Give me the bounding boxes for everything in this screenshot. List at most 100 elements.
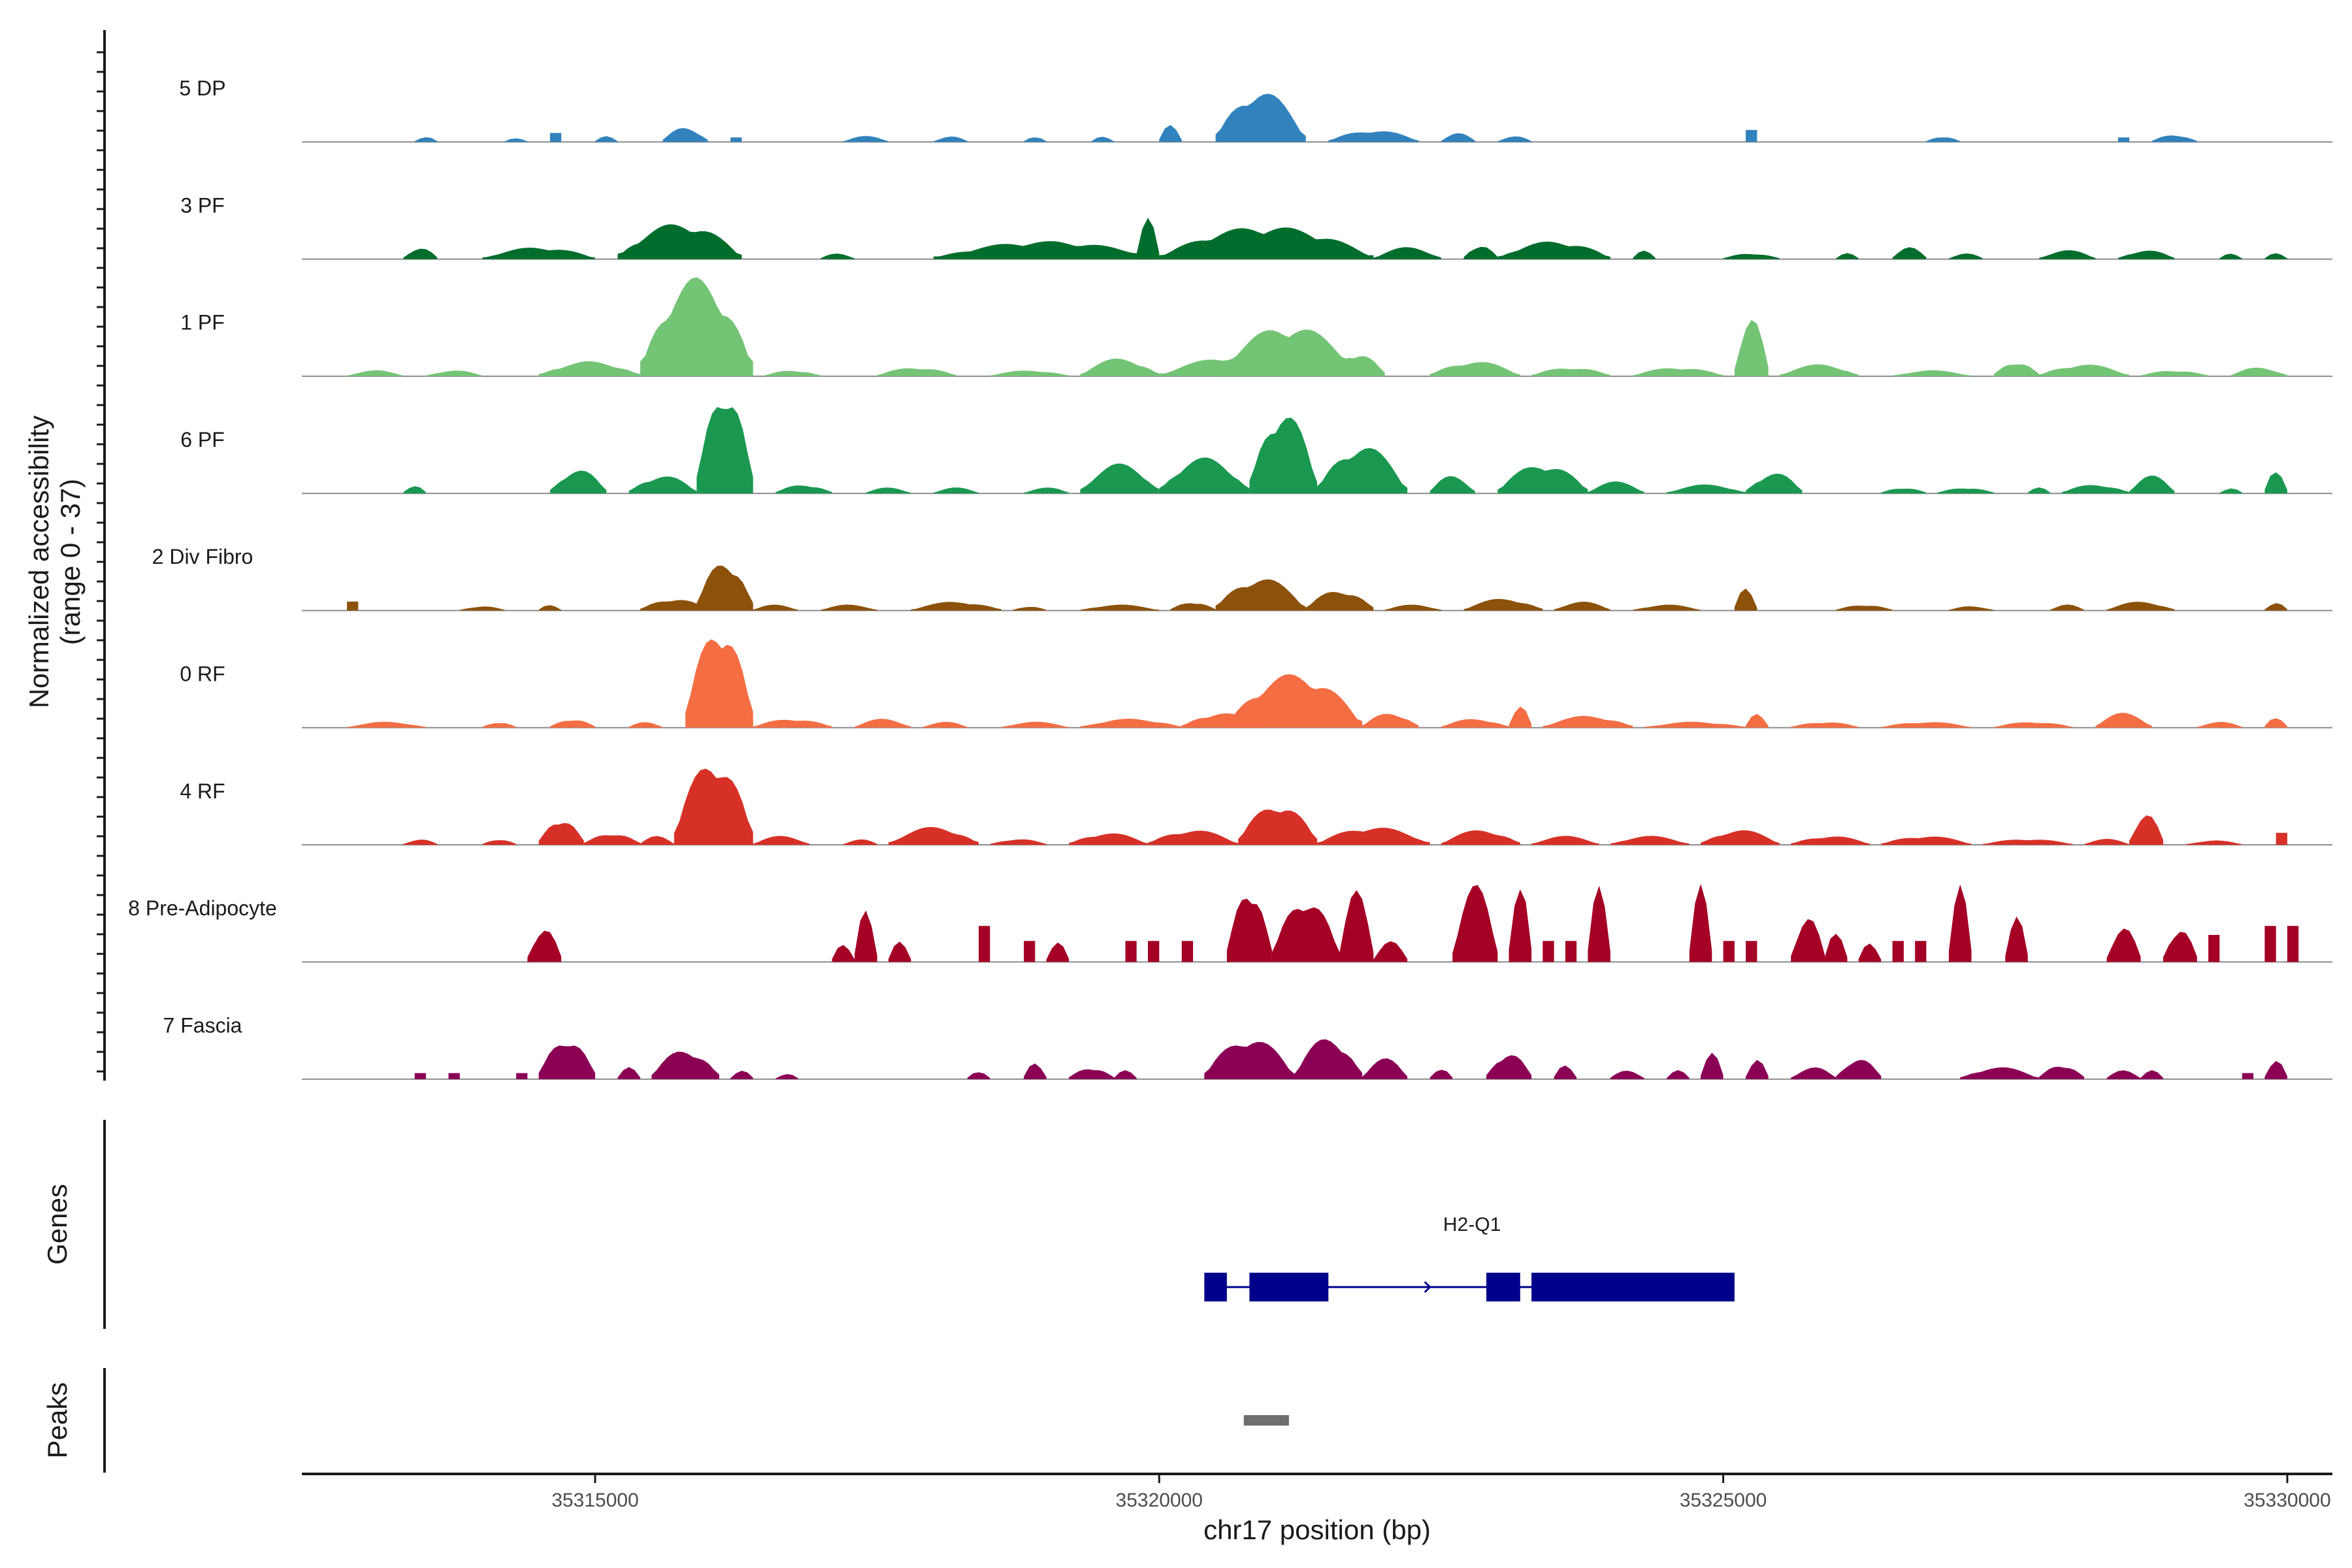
- coverage-peak: [730, 137, 742, 142]
- coverage-peak: [1317, 448, 1408, 494]
- coverage-peak: [2117, 137, 2130, 142]
- coverage-peak: [1159, 125, 1182, 142]
- coverage-peak: [1046, 942, 1070, 962]
- peaks-panel-title: Peaks: [42, 1382, 73, 1459]
- coverage-peak: [2039, 250, 2096, 259]
- coverage-peak: [685, 639, 753, 728]
- coverage-peak: [1463, 246, 1498, 259]
- coverage-peak: [1948, 253, 1983, 259]
- coverage-peak: [1463, 598, 1543, 611]
- coverage-peak: [1317, 827, 1430, 845]
- coverage-peak: [2039, 365, 2130, 376]
- coverage-y-ticks: [97, 51, 105, 1073]
- coverage-peak: [1024, 1063, 1047, 1079]
- coverage-peak: [640, 277, 753, 376]
- track-3-pf: 3 PF: [180, 193, 2332, 260]
- coverage-peak: [1531, 836, 1599, 845]
- coverage-peak: [1441, 719, 1509, 728]
- coverage-peak: [1080, 719, 1182, 728]
- coverage-peak: [1226, 674, 1363, 728]
- coverage-peak: [1746, 941, 1757, 962]
- coverage-peak: [1701, 1053, 1723, 1079]
- coverage-peak: [629, 722, 663, 728]
- coverage-peak: [1881, 489, 1927, 494]
- track-8-pre-adipocyte: 8 Pre-Adipocyte: [128, 883, 2332, 963]
- coverage-peak: [1328, 356, 1385, 376]
- coverage-peak: [855, 719, 911, 728]
- coverage-peak: [1825, 934, 1848, 962]
- coverage-peak: [2219, 253, 2242, 259]
- coverage-peak: [2129, 476, 2175, 494]
- coverage-peak: [651, 1051, 719, 1079]
- coverage-peak: [1509, 706, 1532, 728]
- coverage-peak: [448, 1073, 460, 1079]
- coverage-peak: [2106, 602, 2175, 611]
- coverage-peak: [1779, 364, 1859, 376]
- coverage-peak: [1497, 136, 1532, 142]
- coverage-peak: [1429, 476, 1475, 494]
- coverage-peak: [617, 1067, 640, 1079]
- genes-panel: H2-Q1: [1204, 1214, 1735, 1301]
- coverage-peak: [1960, 1067, 2040, 1079]
- coverage-peak: [1554, 1065, 1577, 1079]
- coverage-peak: [1429, 362, 1520, 376]
- coverage-peak: [2140, 371, 2209, 376]
- coverage-peak: [2140, 1070, 2163, 1079]
- coverage-peak: [1362, 1058, 1408, 1079]
- coverage-peak: [967, 1072, 990, 1079]
- coverage-peak: [990, 839, 1047, 845]
- coverage-peak: [2050, 604, 2085, 611]
- coverage-peak: [1746, 129, 1757, 142]
- coverage-peak: [640, 600, 708, 611]
- coverage-peak: [1271, 907, 1340, 962]
- coverage-peak: [1892, 247, 1927, 259]
- coverage-peak: [1429, 1070, 1453, 1079]
- coverage-peak: [1633, 604, 1701, 611]
- coverage-peak: [1937, 488, 1994, 494]
- coverage-peak: [1892, 370, 1972, 376]
- coverage-peak: [1734, 319, 1769, 376]
- coverage-peak: [2163, 932, 2197, 962]
- coverage-peak: [414, 137, 438, 142]
- coverage-peak: [2039, 1066, 2085, 1079]
- coverage-peak: [1892, 941, 1904, 962]
- track-label: 4 RF: [180, 779, 225, 803]
- coverage-peak: [990, 370, 1070, 376]
- coverage-peak: [1543, 941, 1554, 962]
- track-label: 2 Div Fibro: [152, 545, 253, 568]
- coverage-peak: [1305, 592, 1374, 611]
- coverage-peak: [1701, 830, 1780, 845]
- coverage-peak: [1881, 722, 1972, 728]
- coverage-peak: [1588, 885, 1610, 962]
- coverage-peak: [1441, 830, 1520, 845]
- coverage-peak: [2106, 928, 2141, 962]
- coverage-peak: [843, 839, 877, 845]
- coverage-peak: [911, 602, 1002, 611]
- coverage-peak: [1994, 364, 2040, 376]
- track-6-pf: 6 PF: [180, 407, 2332, 495]
- coverage-peak: [1091, 137, 1115, 142]
- coverage-peak: [888, 826, 979, 845]
- coverage-peak: [753, 604, 798, 611]
- track-5-dp: 5 DP: [179, 76, 2332, 143]
- coverage-peak: [1339, 890, 1374, 962]
- coverage-peak: [2005, 916, 2028, 962]
- coverage-peak: [1362, 713, 1419, 728]
- x-tick-label: 35325000: [1680, 1490, 1767, 1511]
- coverage-peak: [538, 605, 562, 611]
- coverage-peak: [459, 606, 505, 611]
- track-2-div-fibro: 2 Div Fibro: [152, 545, 2332, 612]
- track-label: 0 RF: [180, 662, 225, 686]
- coverage-peak: [1159, 227, 1374, 259]
- coverage-peak: [403, 840, 438, 845]
- gene-h2-q1: H2-Q1: [1204, 1214, 1735, 1301]
- coverage-peak: [1136, 218, 1160, 259]
- coverage-peak: [527, 930, 562, 962]
- coverage-peak: [1441, 133, 1475, 142]
- coverage-peak: [2117, 250, 2175, 259]
- coverage-peak: [1588, 482, 1644, 494]
- x-tick-label: 35320000: [1116, 1490, 1203, 1511]
- coverage-peak: [933, 137, 968, 142]
- coverage-peak: [2264, 472, 2287, 494]
- coverage-peak: [866, 487, 911, 494]
